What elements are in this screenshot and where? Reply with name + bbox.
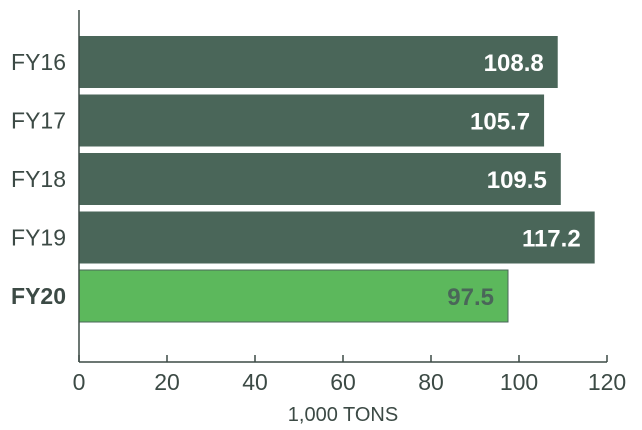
category-label-fy18: FY18 (11, 166, 66, 192)
bars-layer: 108.8 FY16 105.7 FY17 109.5 FY18 117.2 FY19 97.5… (11, 36, 595, 323)
x-tick-label-100: 100 (500, 369, 538, 395)
x-tick-label-20: 20 (154, 369, 180, 395)
bar-fy19 (79, 211, 595, 264)
value-label-fy16: 108.8 (484, 50, 544, 77)
bar-fy16 (79, 36, 558, 88)
category-label-fy19: FY19 (11, 225, 66, 251)
category-label-fy20: FY20 (11, 283, 66, 309)
x-ticks-layer: 0 20 40 60 80 100 120 (73, 355, 626, 395)
bar-fy17 (79, 94, 545, 147)
value-label-fy19: 117.2 (522, 226, 581, 253)
x-tick-label-60: 60 (330, 369, 356, 395)
x-tick-label-40: 40 (242, 369, 268, 395)
category-label-fy17: FY17 (11, 108, 66, 134)
category-label-fy16: FY16 (11, 49, 66, 75)
x-axis-title: 1,000 TONS (288, 404, 398, 426)
bar-fy18 (79, 153, 561, 205)
value-label-fy17: 105.7 (470, 109, 530, 136)
x-tick-label-120: 120 (588, 369, 626, 395)
x-tick-label-80: 80 (418, 369, 444, 395)
bar-fy20 (78, 269, 509, 323)
x-tick-label-0: 0 (73, 369, 86, 395)
value-label-fy20: 97.5 (447, 284, 494, 311)
value-label-fy18: 109.5 (487, 167, 547, 194)
